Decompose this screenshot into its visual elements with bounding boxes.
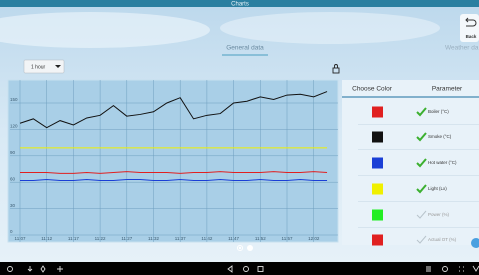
top-title: Charts <box>231 2 249 8</box>
tab[interactable]: General data <box>226 45 264 52</box>
x-tick-label: 11:27 <box>121 236 132 241</box>
pager-dot[interactable] <box>247 245 253 251</box>
x-tick-label: 11:47 <box>228 236 239 241</box>
y-tick-label: 90 <box>10 150 16 155</box>
select-label: 1 hour <box>31 64 46 70</box>
x-tick-label: 11:17 <box>68 236 79 241</box>
tab[interactable]: Weather da <box>445 45 479 52</box>
x-tick-label: 12:02 <box>308 236 320 241</box>
x-tick-label: 11:52 <box>255 236 266 241</box>
parameter-label: Hot water (°C) <box>428 160 457 165</box>
x-tick-label: 11:37 <box>175 236 186 241</box>
table-header: Choose Color <box>352 86 393 93</box>
color-swatch[interactable] <box>372 210 383 221</box>
x-tick-label: 11:22 <box>95 236 106 241</box>
color-swatch[interactable] <box>372 158 383 169</box>
parameter-label: Light (Lx) <box>428 186 447 191</box>
y-tick-label: 30 <box>10 203 16 208</box>
back-button[interactable]: Back <box>460 14 479 42</box>
x-tick-label: 11:57 <box>282 236 293 241</box>
parameter-label: Power (%) <box>428 212 450 217</box>
screen: Charts Back General data Weather da 1 ho… <box>0 0 479 275</box>
pager-dot-active <box>239 247 241 249</box>
color-swatch[interactable] <box>372 107 383 118</box>
color-swatch[interactable] <box>372 235 383 246</box>
x-tick-label: 11:07 <box>15 236 26 241</box>
chart-area <box>8 80 338 242</box>
back-label: Back <box>466 34 477 39</box>
y-tick-label: 150 <box>10 97 18 102</box>
color-swatch[interactable] <box>372 132 383 143</box>
y-tick-label: 60 <box>10 176 16 181</box>
cloud <box>220 12 440 44</box>
y-tick-label: 120 <box>10 124 18 129</box>
parameter-label: Smoke (°C) <box>428 134 452 139</box>
parameter-panel <box>342 80 479 245</box>
color-swatch[interactable] <box>372 184 383 195</box>
table-header: Parameter <box>432 86 463 93</box>
parameter-label: Boiler (°C) <box>428 109 449 114</box>
parameter-label: Actual OT (%) <box>428 237 457 242</box>
x-tick-label: 11:42 <box>201 236 212 241</box>
range-select[interactable]: 1 hour <box>24 60 64 73</box>
nav-bar <box>0 262 479 275</box>
x-tick-label: 11:12 <box>41 236 52 241</box>
x-tick-label: 11:32 <box>148 236 159 241</box>
